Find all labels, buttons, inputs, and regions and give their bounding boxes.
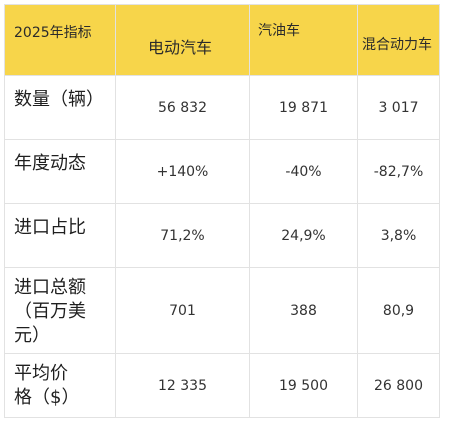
- row-label-average-price: 平均价 格（$）: [4, 354, 116, 418]
- header-hybrid-label: 混合动力车: [362, 37, 432, 53]
- value-text: 80,9: [382, 303, 415, 319]
- value-text: 3,8%: [380, 228, 417, 244]
- value-text: 19 500: [279, 378, 328, 394]
- cell-change-hybrid: -82,7%: [358, 140, 440, 204]
- value-text: 701: [169, 303, 196, 319]
- header-cell-gas: 汽油车: [250, 4, 358, 76]
- cell-total-hybrid: 80,9: [358, 268, 440, 354]
- row-label-line: 平均价: [14, 363, 68, 384]
- row-label-annual-change-text: 年度动态: [14, 153, 86, 174]
- row-label-quantity-text: 数量（辆）: [14, 89, 104, 110]
- cell-share-hybrid: 3,8%: [358, 204, 440, 268]
- header-cell-indicator: 2025年指标: [4, 4, 116, 76]
- row-label-import-total: 进口总额 （百万美 元）: [4, 268, 116, 354]
- cell-quantity-ev: 56 832: [116, 76, 250, 140]
- cell-share-ev: 71,2%: [116, 204, 250, 268]
- cell-share-gas: 24,9%: [250, 204, 358, 268]
- value-text: 19 871: [279, 100, 328, 116]
- value-text: 24,9%: [281, 228, 326, 244]
- value-text: -40%: [285, 164, 322, 180]
- header-ev-label: 电动汽车: [148, 38, 213, 57]
- row-label-line: 元）: [14, 325, 50, 346]
- row-label-import-share-text: 进口占比: [14, 217, 86, 238]
- row-label-quantity: 数量（辆）: [4, 76, 116, 140]
- comparison-table: 2025年指标 电动汽车 汽油车 混合动力车 数量（辆） 56 832 19 8…: [4, 4, 440, 418]
- cell-total-ev: 701: [116, 268, 250, 354]
- header-indicator-label: 2025年指标: [14, 25, 92, 41]
- row-label-line: （百万美: [14, 301, 86, 322]
- value-text: 26 800: [374, 378, 423, 394]
- cell-change-ev: +140%: [116, 140, 250, 204]
- header-cell-ev: 电动汽车: [116, 4, 250, 76]
- cell-price-hybrid: 26 800: [358, 354, 440, 418]
- header-gas-label: 汽油车: [258, 23, 300, 39]
- value-text: 3 017: [378, 100, 419, 116]
- value-text: 71,2%: [160, 228, 205, 244]
- row-label-import-share: 进口占比: [4, 204, 116, 268]
- value-text: 56 832: [158, 100, 207, 116]
- cell-price-gas: 19 500: [250, 354, 358, 418]
- value-text: +140%: [156, 164, 209, 180]
- row-label-annual-change: 年度动态: [4, 140, 116, 204]
- row-label-line: 格（$）: [14, 387, 80, 408]
- cell-price-ev: 12 335: [116, 354, 250, 418]
- value-text: -82,7%: [373, 164, 424, 180]
- cell-quantity-gas: 19 871: [250, 76, 358, 140]
- cell-change-gas: -40%: [250, 140, 358, 204]
- value-text: 12 335: [158, 378, 207, 394]
- value-text: 388: [290, 303, 317, 319]
- row-label-line: 进口总额: [14, 277, 86, 298]
- cell-total-gas: 388: [250, 268, 358, 354]
- cell-quantity-hybrid: 3 017: [358, 76, 440, 140]
- header-cell-hybrid: 混合动力车: [358, 4, 440, 76]
